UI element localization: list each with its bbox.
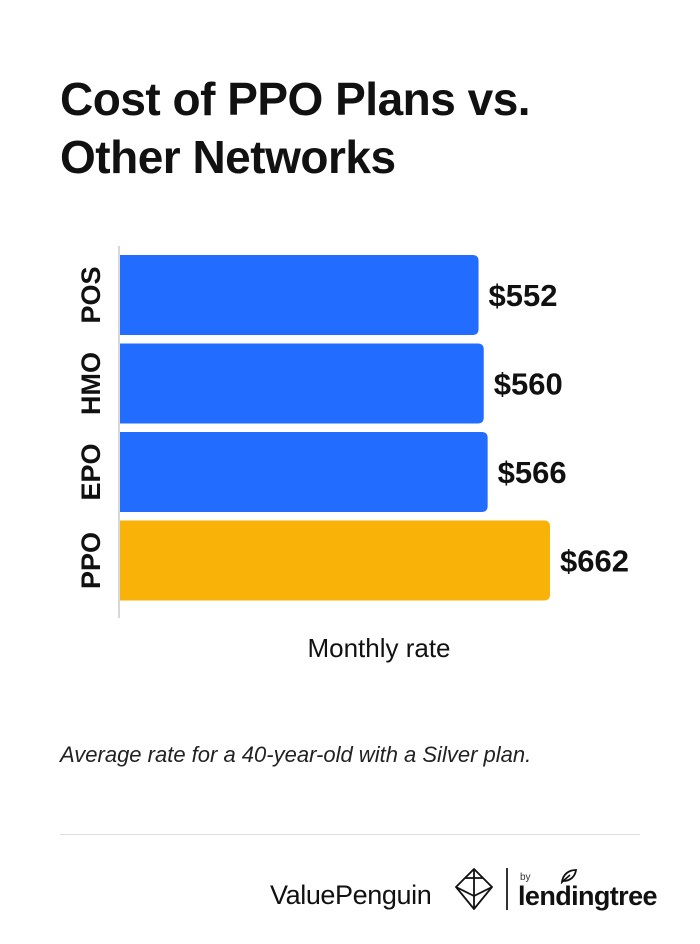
value-label-epo: $566 (498, 455, 567, 490)
category-label-epo: EPO (76, 443, 106, 500)
x-axis-label: Monthly rate (307, 633, 450, 663)
valuepenguin-logo-icon (455, 868, 493, 910)
footer-separator (506, 868, 508, 910)
chart-caption: Average rate for a 40-year-old with a Si… (60, 742, 532, 767)
value-label-pos: $552 (489, 278, 558, 313)
by-label: by (520, 872, 531, 883)
chart-title: Cost of PPO Plans vs. Other Networks (60, 70, 660, 186)
category-label-ppo: PPO (76, 532, 106, 589)
leaf-icon (560, 869, 578, 884)
category-label-pos: POS (76, 266, 106, 323)
footer-branding: ValuePenguin by lendingtree (270, 862, 658, 922)
bar-hmo (120, 343, 484, 424)
bar-epo (120, 432, 488, 512)
category-label-hmo: HMO (76, 352, 106, 415)
bar-pos (120, 255, 479, 335)
bar-ppo (120, 520, 550, 601)
lendingtree-wordmark: lendingtree (518, 881, 658, 911)
chart-title-line-1: Cost of PPO Plans vs. (60, 73, 531, 125)
value-label-ppo: $662 (560, 544, 629, 579)
footer-divider (60, 834, 640, 835)
value-label-hmo: $560 (494, 367, 563, 402)
chart-title-line-2: Other Networks (60, 131, 396, 183)
valuepenguin-wordmark: ValuePenguin (270, 880, 432, 910)
bar-chart: $552 POS $560 HMO $566 EPO $662 PPO Monthly rate (76, 246, 629, 663)
